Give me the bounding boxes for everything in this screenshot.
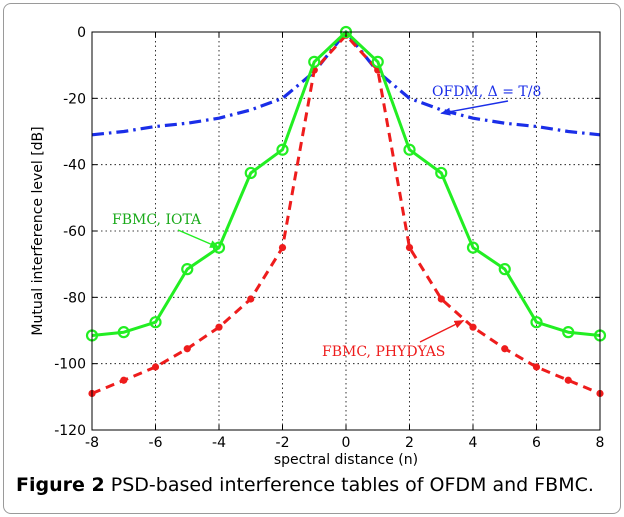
annotation-label: FBMC, PHYDYAS <box>322 344 445 360</box>
y-tick-label: -20 <box>63 91 86 107</box>
series-line <box>91 33 601 395</box>
data-point <box>247 295 255 303</box>
y-tick-label: -100 <box>54 357 86 373</box>
data-point <box>120 376 128 384</box>
data-point <box>278 243 287 252</box>
y-tick-label: 0 <box>77 25 86 41</box>
data-point <box>117 326 130 339</box>
x-tick-label: 2 <box>405 435 414 451</box>
data-point <box>532 363 541 371</box>
data-point <box>371 55 384 68</box>
annotation-arrow <box>419 319 465 343</box>
data-point <box>562 326 575 339</box>
figure-caption-text: PSD-based interference tables of OFDM an… <box>110 474 594 496</box>
data-point <box>181 263 194 276</box>
y-tick-label: -40 <box>63 158 86 174</box>
data-point <box>308 55 321 68</box>
x-tick-label: 4 <box>469 435 478 451</box>
data-point <box>405 243 414 252</box>
y-tick-label: -120 <box>54 423 86 439</box>
data-point <box>276 143 289 156</box>
data-point <box>149 316 162 329</box>
data-point <box>151 363 160 371</box>
data-point <box>564 376 572 384</box>
x-tick-label: 8 <box>596 435 605 451</box>
data-point <box>437 295 445 303</box>
x-tick-label: -6 <box>149 435 163 451</box>
y-axis-label: Mutual interference level [dB] <box>30 126 46 335</box>
data-point <box>498 263 511 276</box>
data-point <box>466 241 480 254</box>
x-tick-label: 0 <box>342 435 351 451</box>
annotation-label: OFDM, Δ = T/8 <box>432 84 541 100</box>
data-point <box>469 323 477 331</box>
data-point <box>403 143 416 156</box>
data-point <box>501 345 509 353</box>
annotation-arrow <box>440 100 509 116</box>
annotation-arrow <box>177 229 220 249</box>
x-tick-label: 6 <box>532 435 541 451</box>
x-tick-label: -2 <box>276 435 290 451</box>
data-point <box>183 345 191 353</box>
data-point <box>435 166 448 180</box>
interference-chart: -8 -6 -4 -2 0 2 4 6 80-20-40-60-80-100-120 spect… <box>30 25 607 468</box>
axis-ticks: -8 -6 -4 -2 0 2 4 6 80-20-40-60-80-100-120 <box>54 25 604 451</box>
data-point <box>530 316 543 329</box>
annotations: OFDM, Δ = T/8 FBMC, IOTA FBMC, PHYDYAS <box>112 84 541 360</box>
figure-caption-label: Figure 2 <box>16 474 105 496</box>
x-tick-label: -8 <box>85 435 99 451</box>
series-fbmc-phydyas <box>88 31 604 398</box>
figure-frame <box>3 3 621 514</box>
figure-caption: Figure 2 PSD-based interference tables o… <box>16 474 594 496</box>
annotation-label: FBMC, IOTA <box>112 212 202 228</box>
data-point <box>244 166 257 180</box>
y-tick-label: -80 <box>63 290 86 306</box>
y-tick-label: -60 <box>63 224 86 240</box>
x-axis-label: spectral distance (n) <box>274 452 418 468</box>
data-point <box>215 323 223 331</box>
x-tick-label: -4 <box>212 435 226 451</box>
